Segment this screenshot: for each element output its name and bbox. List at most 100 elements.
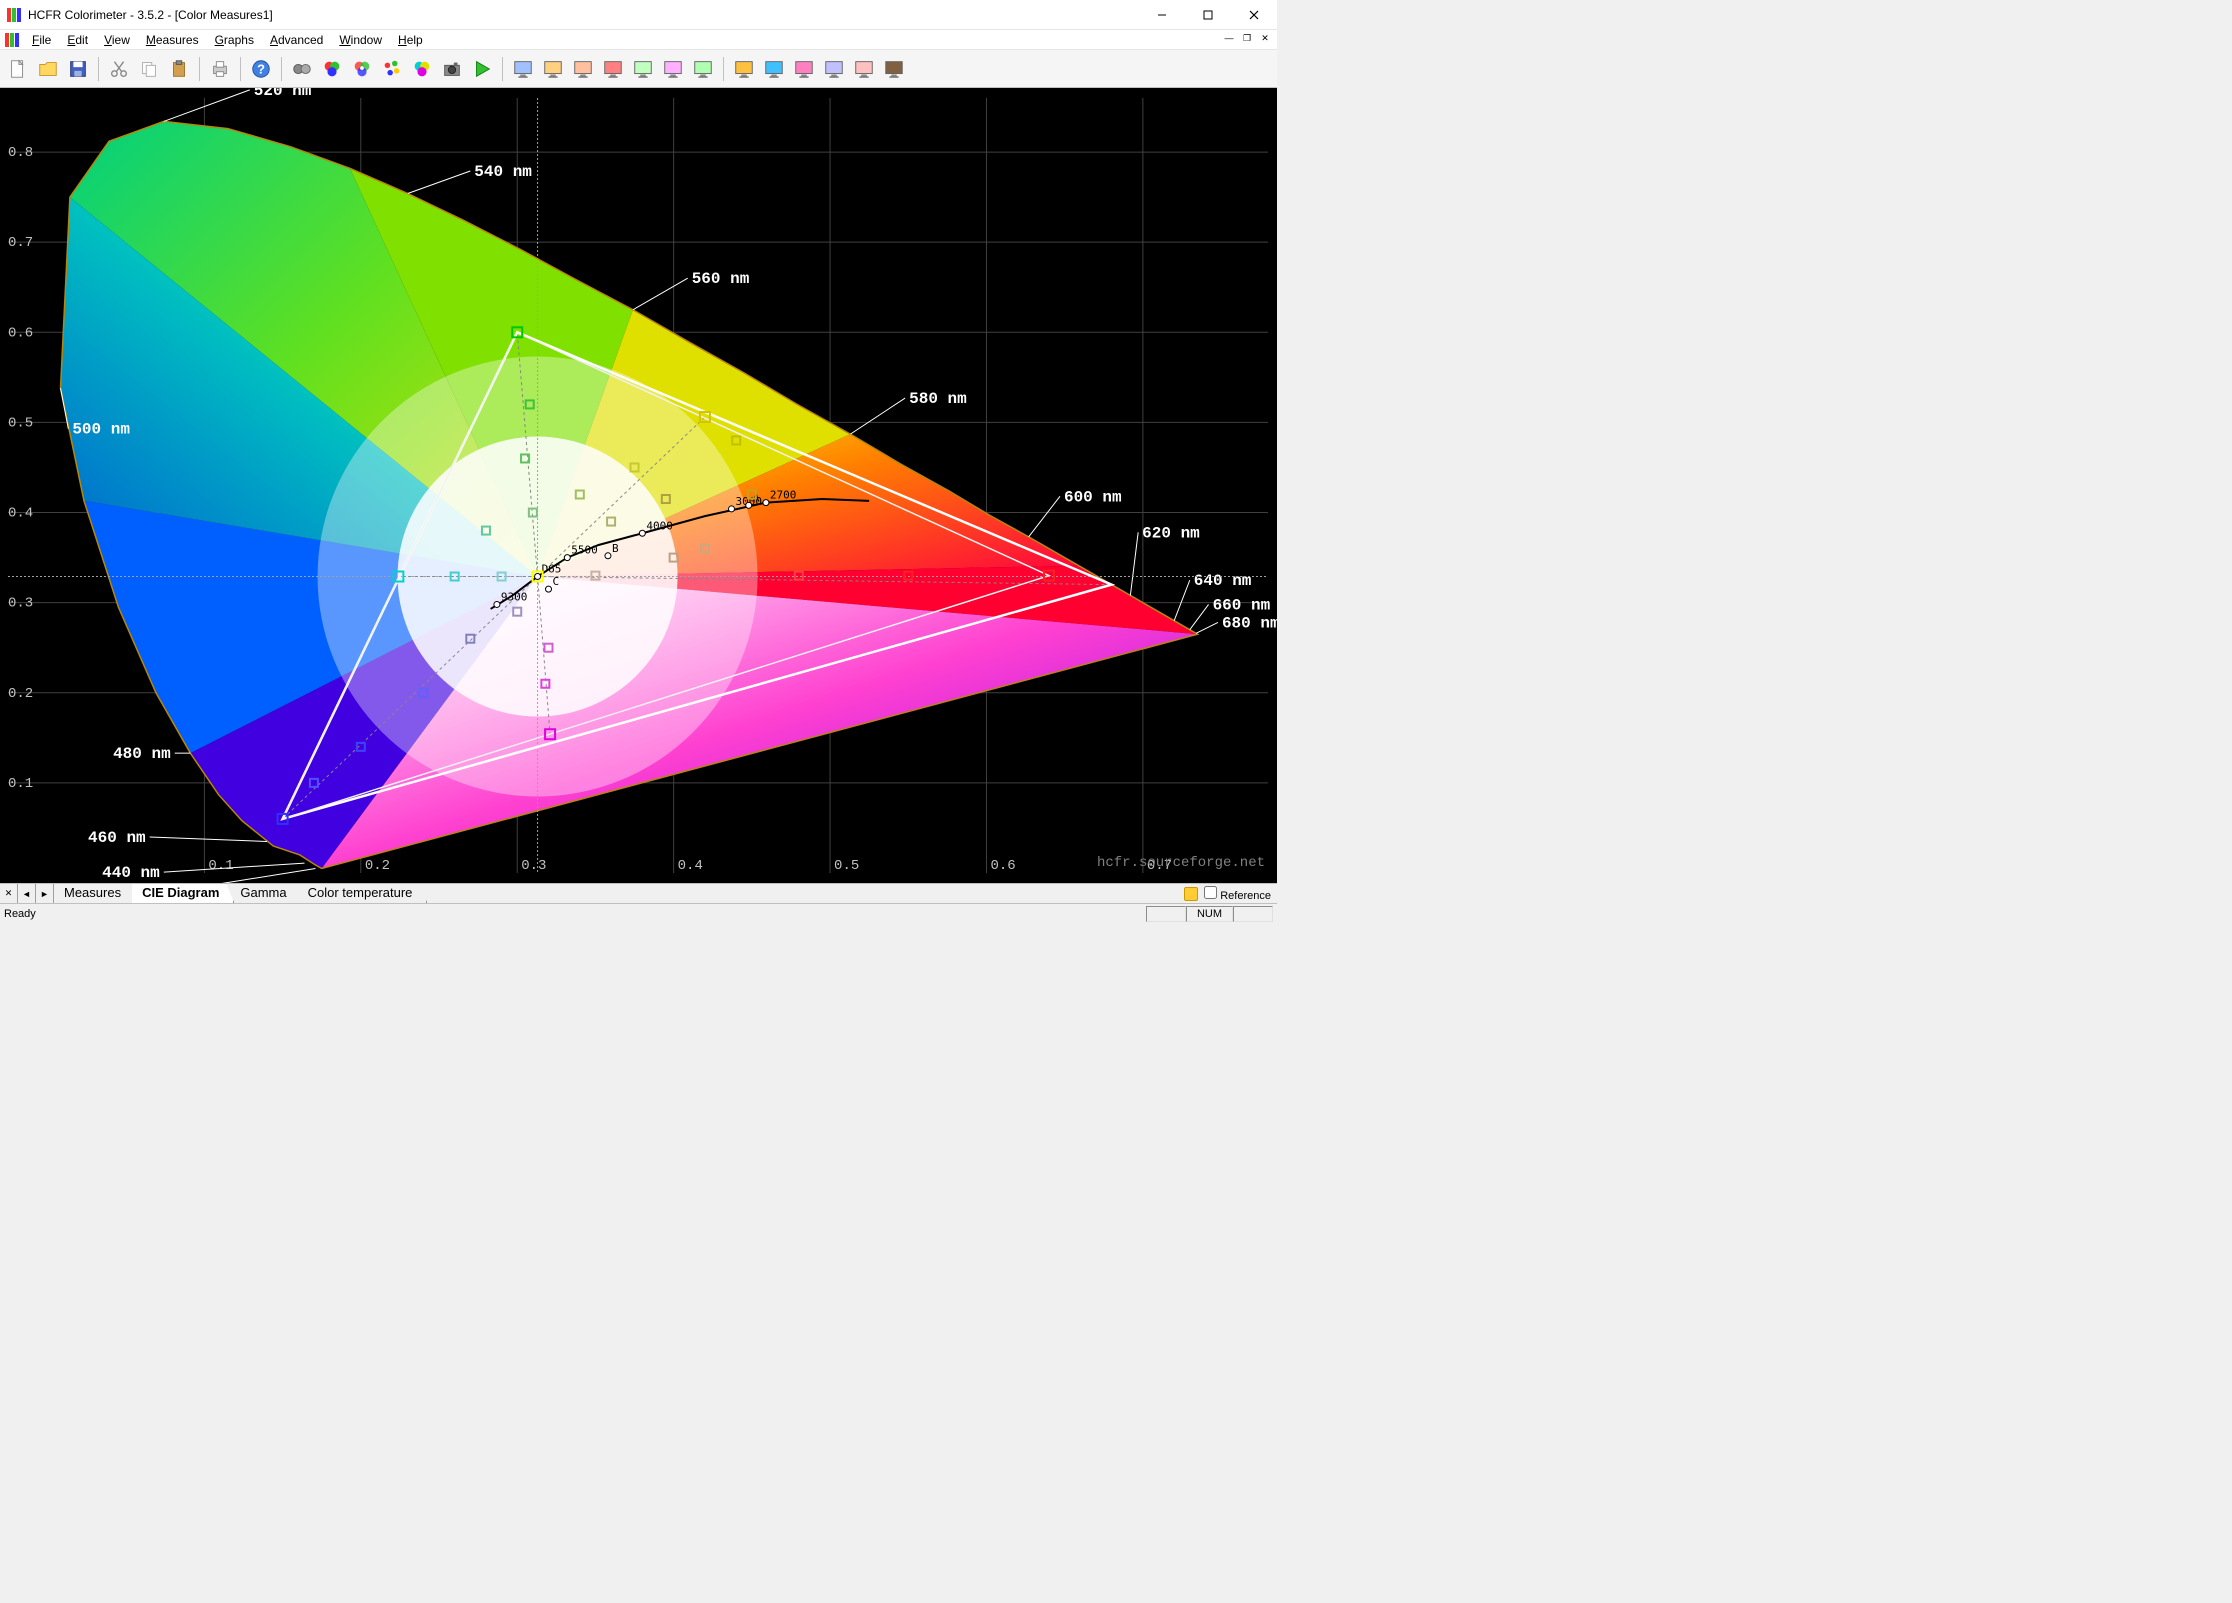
svg-text:0.5: 0.5 [8, 415, 33, 431]
svg-text:B: B [612, 542, 619, 555]
tab-next-button[interactable]: ► [36, 884, 54, 903]
tab-cie-diagram[interactable]: CIE Diagram [132, 884, 234, 903]
new-file-icon [7, 58, 29, 80]
mdi-restore-button[interactable]: ❐ [1239, 30, 1255, 46]
tab-gamma[interactable]: Gamma [230, 884, 301, 903]
mdi-close-button[interactable]: ✕ [1257, 30, 1273, 46]
menu-advanced[interactable]: Advanced [262, 31, 331, 49]
monitor-f-icon [883, 58, 905, 80]
rgb-cluster-button[interactable] [378, 55, 406, 83]
monitor-4-button[interactable] [599, 55, 627, 83]
maximize-button[interactable] [1185, 0, 1231, 30]
svg-text:0.6: 0.6 [990, 858, 1015, 874]
monitor-f-button[interactable] [880, 55, 908, 83]
svg-text:680 nm: 680 nm [1222, 614, 1277, 632]
print-button[interactable] [206, 55, 234, 83]
monitor-d-icon [823, 58, 845, 80]
cut-button[interactable] [105, 55, 133, 83]
app-menu-icon [4, 32, 20, 48]
monitor-5-button[interactable] [629, 55, 657, 83]
monitor-3-icon [572, 58, 594, 80]
copy-icon [138, 58, 160, 80]
monitor-e-button[interactable] [850, 55, 878, 83]
paste-icon [168, 58, 190, 80]
svg-text:0.3: 0.3 [8, 596, 33, 612]
tab-close-button[interactable]: ✕ [0, 884, 18, 903]
app-icon [6, 7, 22, 23]
toolbar: ? [0, 50, 1277, 88]
sensor-icon [291, 58, 313, 80]
svg-text:0.6: 0.6 [8, 325, 33, 341]
reference-checkbox-input[interactable] [1204, 886, 1217, 899]
toolbar-separator [240, 57, 241, 81]
help-icon: ? [250, 58, 272, 80]
menu-window[interactable]: Window [331, 31, 390, 49]
menu-graphs[interactable]: Graphs [207, 31, 262, 49]
svg-text:0.4: 0.4 [8, 506, 33, 522]
monitor-5-icon [632, 58, 654, 80]
rgb-magenta-button[interactable] [408, 55, 436, 83]
monitor-b-button[interactable] [760, 55, 788, 83]
status-icon [1184, 887, 1198, 901]
close-button[interactable] [1231, 0, 1277, 30]
watermark-text: hcfr.sourceforge.net [1097, 855, 1265, 871]
tab-color-temperature[interactable]: Color temperature [298, 884, 428, 903]
monitor-2-button[interactable] [539, 55, 567, 83]
mdi-minimize-button[interactable]: — [1221, 30, 1237, 46]
monitor-1-button[interactable] [509, 55, 537, 83]
monitor-1-icon [512, 58, 534, 80]
sensor-button[interactable] [288, 55, 316, 83]
statusbar: Ready NUM [0, 903, 1277, 923]
svg-text:0.1: 0.1 [208, 858, 233, 874]
svg-text:0.2: 0.2 [365, 858, 390, 874]
toolbar-separator [281, 57, 282, 81]
svg-text:500 nm: 500 nm [72, 421, 130, 439]
svg-text:620 nm: 620 nm [1142, 524, 1200, 542]
svg-text:2700: 2700 [770, 489, 797, 502]
rgb-balls-icon [321, 58, 343, 80]
open-folder-button[interactable] [34, 55, 62, 83]
rgb-balls-button[interactable] [318, 55, 346, 83]
toolbar-separator [98, 57, 99, 81]
reference-checkbox[interactable]: Reference [1204, 886, 1271, 902]
menubar: FileEditViewMeasuresGraphsAdvancedWindow… [0, 30, 1277, 50]
monitor-a-button[interactable] [730, 55, 758, 83]
monitor-2-icon [542, 58, 564, 80]
rgb-balls-alt-icon [351, 58, 373, 80]
monitor-d-button[interactable] [820, 55, 848, 83]
help-button[interactable]: ? [247, 55, 275, 83]
tab-prev-button[interactable]: ◄ [18, 884, 36, 903]
menu-edit[interactable]: Edit [59, 31, 96, 49]
status-num: NUM [1186, 906, 1233, 922]
paste-button[interactable] [165, 55, 193, 83]
camera-button[interactable] [438, 55, 466, 83]
svg-text:4000: 4000 [646, 519, 673, 532]
save-disk-button[interactable] [64, 55, 92, 83]
rgb-balls-alt-button[interactable] [348, 55, 376, 83]
svg-text:600 nm: 600 nm [1064, 488, 1122, 506]
monitor-6-button[interactable] [659, 55, 687, 83]
monitor-3-button[interactable] [569, 55, 597, 83]
monitor-b-icon [763, 58, 785, 80]
monitor-c-button[interactable] [790, 55, 818, 83]
svg-text:C: C [553, 575, 560, 588]
svg-text:0.1: 0.1 [8, 776, 33, 792]
toolbar-separator [199, 57, 200, 81]
copy-button[interactable] [135, 55, 163, 83]
svg-text:560 nm: 560 nm [692, 270, 750, 288]
svg-text:440 nm: 440 nm [102, 864, 160, 882]
tab-measures[interactable]: Measures [54, 884, 136, 903]
monitor-6-icon [662, 58, 684, 80]
minimize-button[interactable] [1139, 0, 1185, 30]
rgb-magenta-icon [411, 58, 433, 80]
monitor-e-icon [853, 58, 875, 80]
menu-view[interactable]: View [96, 31, 138, 49]
svg-text:660 nm: 660 nm [1213, 596, 1271, 614]
new-file-button[interactable] [4, 55, 32, 83]
menu-measures[interactable]: Measures [138, 31, 207, 49]
monitor-4-icon [602, 58, 624, 80]
monitor-7-button[interactable] [689, 55, 717, 83]
menu-help[interactable]: Help [390, 31, 431, 49]
menu-file[interactable]: File [24, 31, 59, 49]
play-button[interactable] [468, 55, 496, 83]
